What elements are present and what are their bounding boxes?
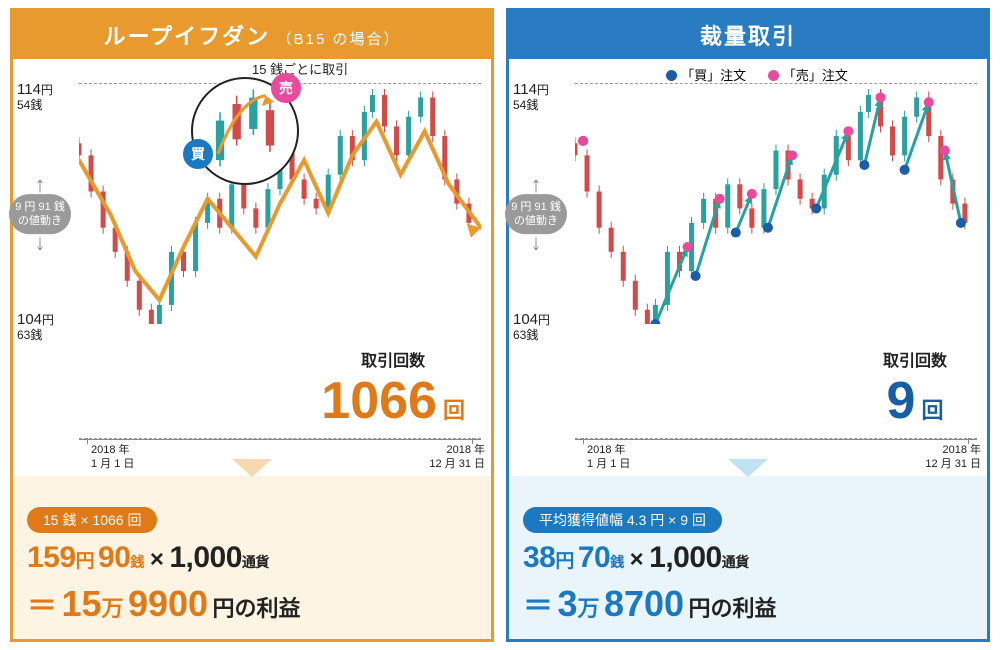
arrow-down-icon: ↓ <box>505 234 567 252</box>
header-left-sub: （B15 の場合） <box>277 31 401 48</box>
trade-count-left: 取引回数 1066回 <box>321 347 465 431</box>
arrow-down-icon: ↓ <box>9 234 71 252</box>
panel-loop-ifdone: ループイフダン （B15 の場合） 15 銭ごとに取引 114円 54銭 ↑ 9… <box>10 8 494 642</box>
formula-line2-left: ＝ 15万 9900 円の利益 <box>27 581 477 625</box>
buy-badge-icon: 買 <box>183 139 213 169</box>
header-left: ループイフダン （B15 の場合） <box>13 11 491 59</box>
ylabel-top-left: 114円 54銭 <box>17 81 53 113</box>
arrow-up-icon: ↑ <box>505 176 567 194</box>
ylabel-top-right: 114円 54銭 <box>513 81 549 113</box>
header-left-title: ループイフダン <box>104 24 271 49</box>
calc-badge-right: 平均獲得値幅 4.3 円 × 9 回 <box>523 507 722 533</box>
formula-line2-right: ＝ 3万 8700 円の利益 <box>523 581 973 625</box>
chart-area-left: 15 銭ごとに取引 114円 54銭 ↑ 9 円 91 銭の値動き ↓ 104円… <box>13 59 491 476</box>
xaxis-right: 2018 年1 月 1 日 2018 年12 月 31 日 <box>575 444 977 476</box>
summary-right: 平均獲得値幅 4.3 円 × 9 回 38円 70銭 × 1,000通貨 ＝ 3… <box>509 476 987 639</box>
xaxis-left: 2018 年1 月 1 日 2018 年12 月 31 日 <box>79 444 481 476</box>
sell-badge-icon: 売 <box>271 73 301 103</box>
ylabel-bot-right: 104円 63銭 <box>513 311 550 343</box>
trade-count-right: 取引回数 9回 <box>883 347 947 431</box>
formula-line1-left: 159円 90銭 × 1,000通貨 <box>27 541 477 575</box>
summary-left: 15 銭 × 1066 回 159円 90銭 × 1,000通貨 ＝ 15万 9… <box>13 476 491 639</box>
circle-inset: 買 売 <box>191 77 299 185</box>
panel-discretionary: 裁量取引 「買」注文 「売」注文 114円 54銭 ↑ 9 円 91 銭の値動き… <box>506 8 990 642</box>
range-badge-left: ↑ 9 円 91 銭の値動き ↓ <box>9 176 71 252</box>
arrow-up-icon: ↑ <box>9 176 71 194</box>
header-right: 裁量取引 <box>509 11 987 59</box>
range-badge-right: ↑ 9 円 91 銭の値動き ↓ <box>505 176 567 252</box>
plot-right: 取引回数 9回 <box>575 83 977 440</box>
plot-left: 買 売 取引回数 1066回 <box>79 83 481 440</box>
chart-area-right: 「買」注文 「売」注文 114円 54銭 ↑ 9 円 91 銭の値動き ↓ 10… <box>509 59 987 476</box>
formula-line1-right: 38円 70銭 × 1,000通貨 <box>523 541 973 575</box>
ylabel-bot-left: 104円 63銭 <box>17 311 54 343</box>
header-right-title: 裁量取引 <box>700 24 796 49</box>
calc-badge-left: 15 銭 × 1066 回 <box>27 507 157 533</box>
